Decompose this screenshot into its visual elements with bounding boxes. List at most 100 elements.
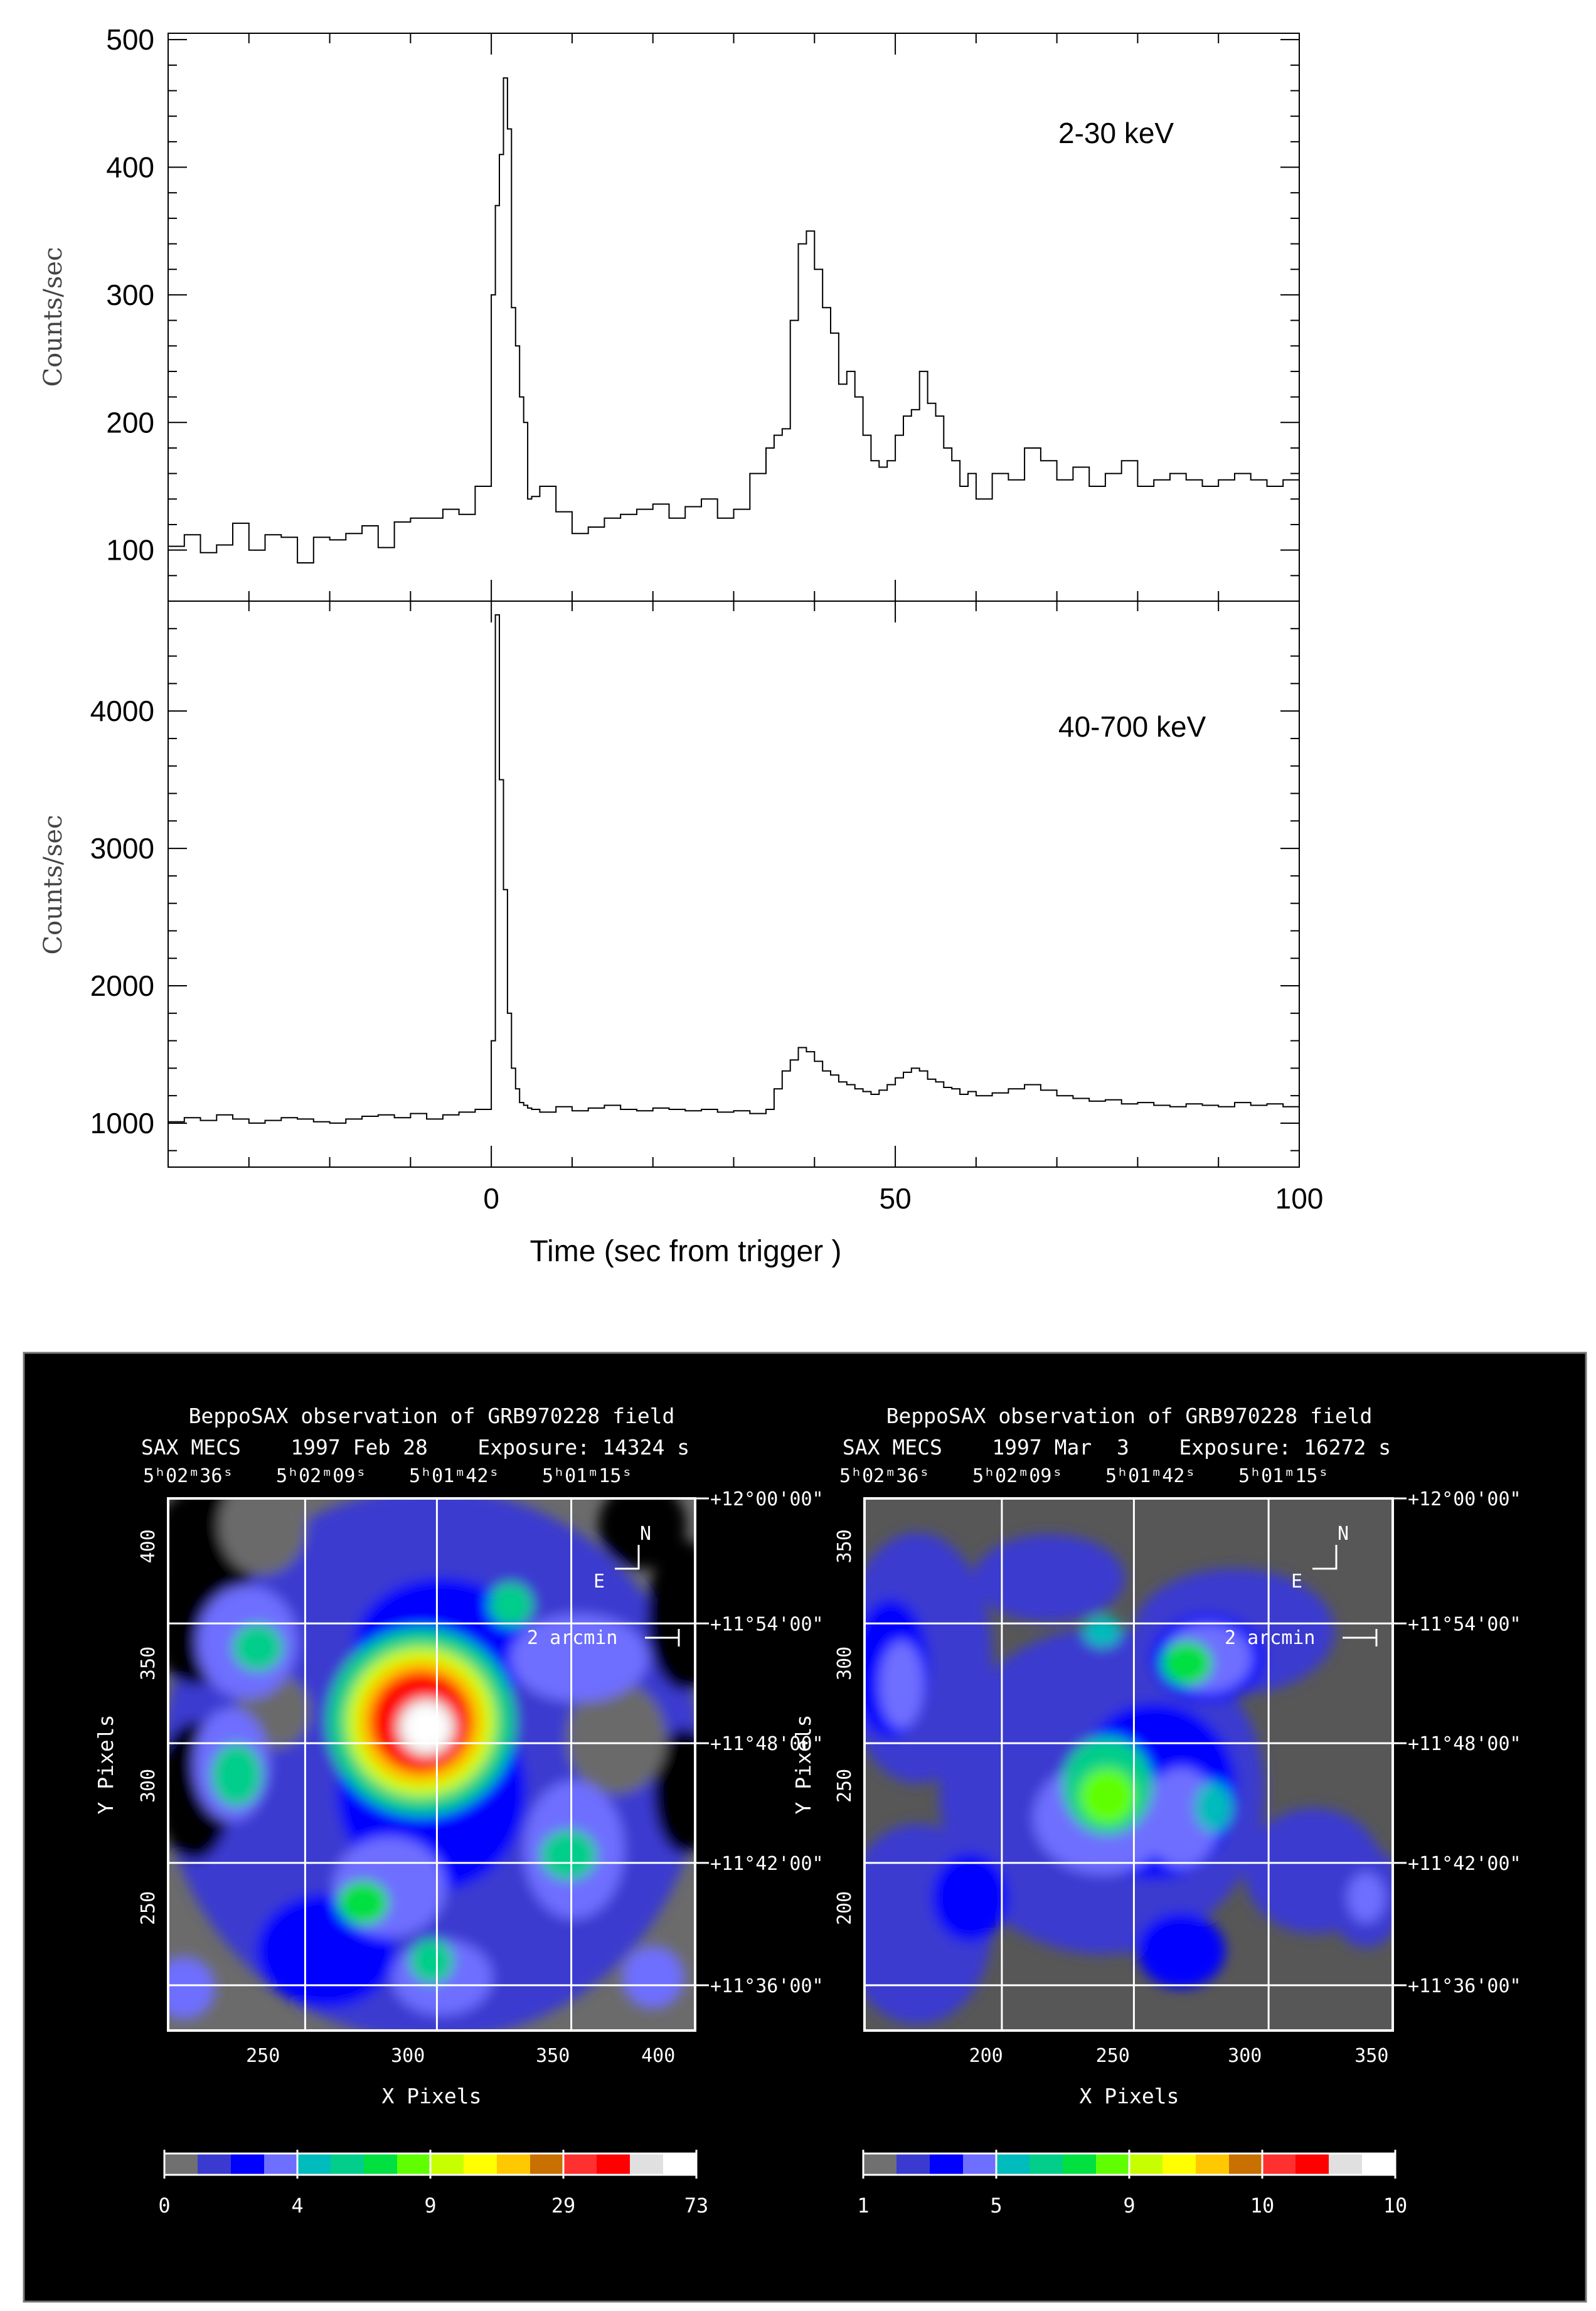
colorbar-swatch [1029,2154,1063,2175]
colorbar-left [163,2152,698,2176]
ra-label: 5ʰ01ᵐ42ˢ [409,1465,500,1487]
scale-label-right: 2 arcmin [1225,1627,1316,1649]
colorbar-swatch [1229,2154,1263,2175]
colorbar-tick-label: 29 [551,2194,576,2218]
y-pixel-tick-label: 300 [834,1647,856,1680]
colorbar-swatch [963,2154,997,2175]
compass-e-left: E [593,1571,605,1593]
colorbar-swatch [1262,2154,1296,2175]
dec-label: +11°54'00" [1408,1613,1521,1635]
colorbar-tick-label: 5 [990,2194,1002,2218]
map-right-image [864,1498,1393,2031]
y-tick-label: 300 [106,279,154,311]
compass-e-right: E [1291,1571,1302,1593]
y-pixel-tick-label: 250 [834,1769,856,1803]
colorbar-swatch [896,2154,930,2175]
y-pixel-tick-label: 350 [834,1529,856,1563]
scale-bar-left [645,1629,680,1647]
mecs-map-mar3: BeppoSAX observation of GRB970228 field … [791,1404,1521,2218]
dec-label: +11°48'00" [1408,1733,1521,1755]
dec-label: +11°48'00" [710,1733,824,1755]
map-right-dec-labels: +12°00'00" +11°54'00" +11°48'00" +11°42'00"… [1393,1488,1521,1997]
intensity-blob [338,1881,388,1925]
x-pixel-tick-label: 250 [1096,2045,1130,2067]
colorbar-swatch [198,2154,231,2175]
compass-n-left: N [640,1523,651,1545]
map-left-compass [615,1545,640,1570]
map-right-x-label: X Pixels [1080,2084,1179,2108]
colorbar-tick-label: 1 [857,2194,869,2218]
light-curve-top-panel: 100 200 300 400 500 2-30 keV Counts/sec [39,23,1300,602]
colorbar-swatch [1129,2154,1163,2175]
x-pixel-tick-label: 400 [641,2045,675,2067]
colorbar-swatch [231,2154,265,2175]
map-left-y-label: Y Pixels [93,1715,118,1815]
colorbar-swatch [1096,2154,1130,2175]
intensity-blob [1347,1872,1385,1923]
colorbar-tick-label: 9 [424,2194,436,2218]
x-tick-label: 0 [483,1182,499,1215]
colorbar-swatch [464,2154,497,2175]
intensity-blob [1079,1768,1136,1825]
intensity-blob [932,1854,1008,1941]
map-left-x-label: X Pixels [382,2084,482,2108]
colorbar-swatch [863,2154,897,2175]
intensity-blob [879,1640,923,1729]
colorbar-swatch [1362,2154,1396,2175]
map-right-pixel-ticks: 200 250 300 350 350 300 250 200 [834,1529,1388,2067]
intensity-blob [168,1956,216,2020]
map-right-y-label: Y Pixels [791,1715,816,1815]
y-tick-label: 200 [106,406,154,439]
ra-label: 5ʰ01ᵐ42ˢ [1105,1465,1196,1487]
colorbar-swatch [1162,2154,1196,2175]
series-40-700kev [168,614,1300,1124]
colorbar-swatch [331,2154,364,2175]
intensity-blob [510,1614,649,1702]
compass-n-right: N [1338,1523,1349,1545]
x-pixel-tick-label: 350 [1354,2045,1388,2067]
x-pixel-tick-label: 300 [1228,2045,1262,2067]
ra-label: 5ʰ02ᵐ09ˢ [276,1465,367,1487]
x-pixel-tick-label: 350 [536,2045,570,2067]
y-ticks-top: 100 200 300 400 500 [106,23,1300,602]
colorbar-swatch [530,2154,564,2175]
axis-ticks-bottom: 1000 2000 3000 4000 0 50 100 [90,600,1324,1215]
y-pixel-tick-label: 200 [834,1891,856,1925]
image-panel-border [23,1352,1587,2303]
intensity-blob [647,1540,695,1691]
map-left-image [168,1498,695,2031]
colorbar-right [862,2152,1396,2176]
colorbar-tick-label: 9 [1123,2194,1135,2218]
dec-label: +11°36'00" [1408,1975,1521,1997]
colorbar-swatch [563,2154,597,2175]
colorbar-left-ticks: 0 4 9 29 73 [158,2150,708,2218]
ra-label: 5ʰ01ᵐ15ˢ [542,1465,633,1487]
colorbar-swatch [996,2154,1030,2175]
dec-label: +11°42'00" [710,1853,824,1875]
annotation-2-30kev: 2-30 keV [1058,117,1174,149]
colorbar-right-ticks: 1 5 9 10 10 [857,2150,1407,2218]
scale-label-left: 2 arcmin [527,1627,618,1649]
intensity-blob [219,1498,307,1576]
y-tick-label: 400 [106,151,154,184]
map-left-dec-labels: +12°00'00" +11°54'00" +11°48'00" +11°42'00"… [695,1488,824,1997]
x-tick-label: 100 [1275,1182,1324,1215]
y-tick-label: 100 [106,534,154,567]
colorbar-swatch [364,2154,398,2175]
colorbar-swatch [1329,2154,1363,2175]
intensity-blob [566,1681,666,1795]
map-left-pixel-ticks: 250 300 350 400 400 350 300 250 [137,1529,675,2067]
intensity-blob [489,1582,533,1627]
intensity-blob [540,1830,597,1881]
intensity-blob [1194,1781,1232,1832]
dec-label: +12°00'00" [1408,1488,1521,1510]
y-tick-label: 4000 [90,695,154,727]
map-left-coordinate-grid [167,1497,695,2031]
y-pixel-tick-label: 250 [137,1891,159,1925]
map-right-coordinate-grid [863,1497,1393,2031]
colorbar-swatch [1295,2154,1329,2175]
intensity-blob [211,1743,262,1807]
intensity-blob [621,1946,684,2009]
annotation-40-700kev: 40-700 keV [1058,710,1206,743]
